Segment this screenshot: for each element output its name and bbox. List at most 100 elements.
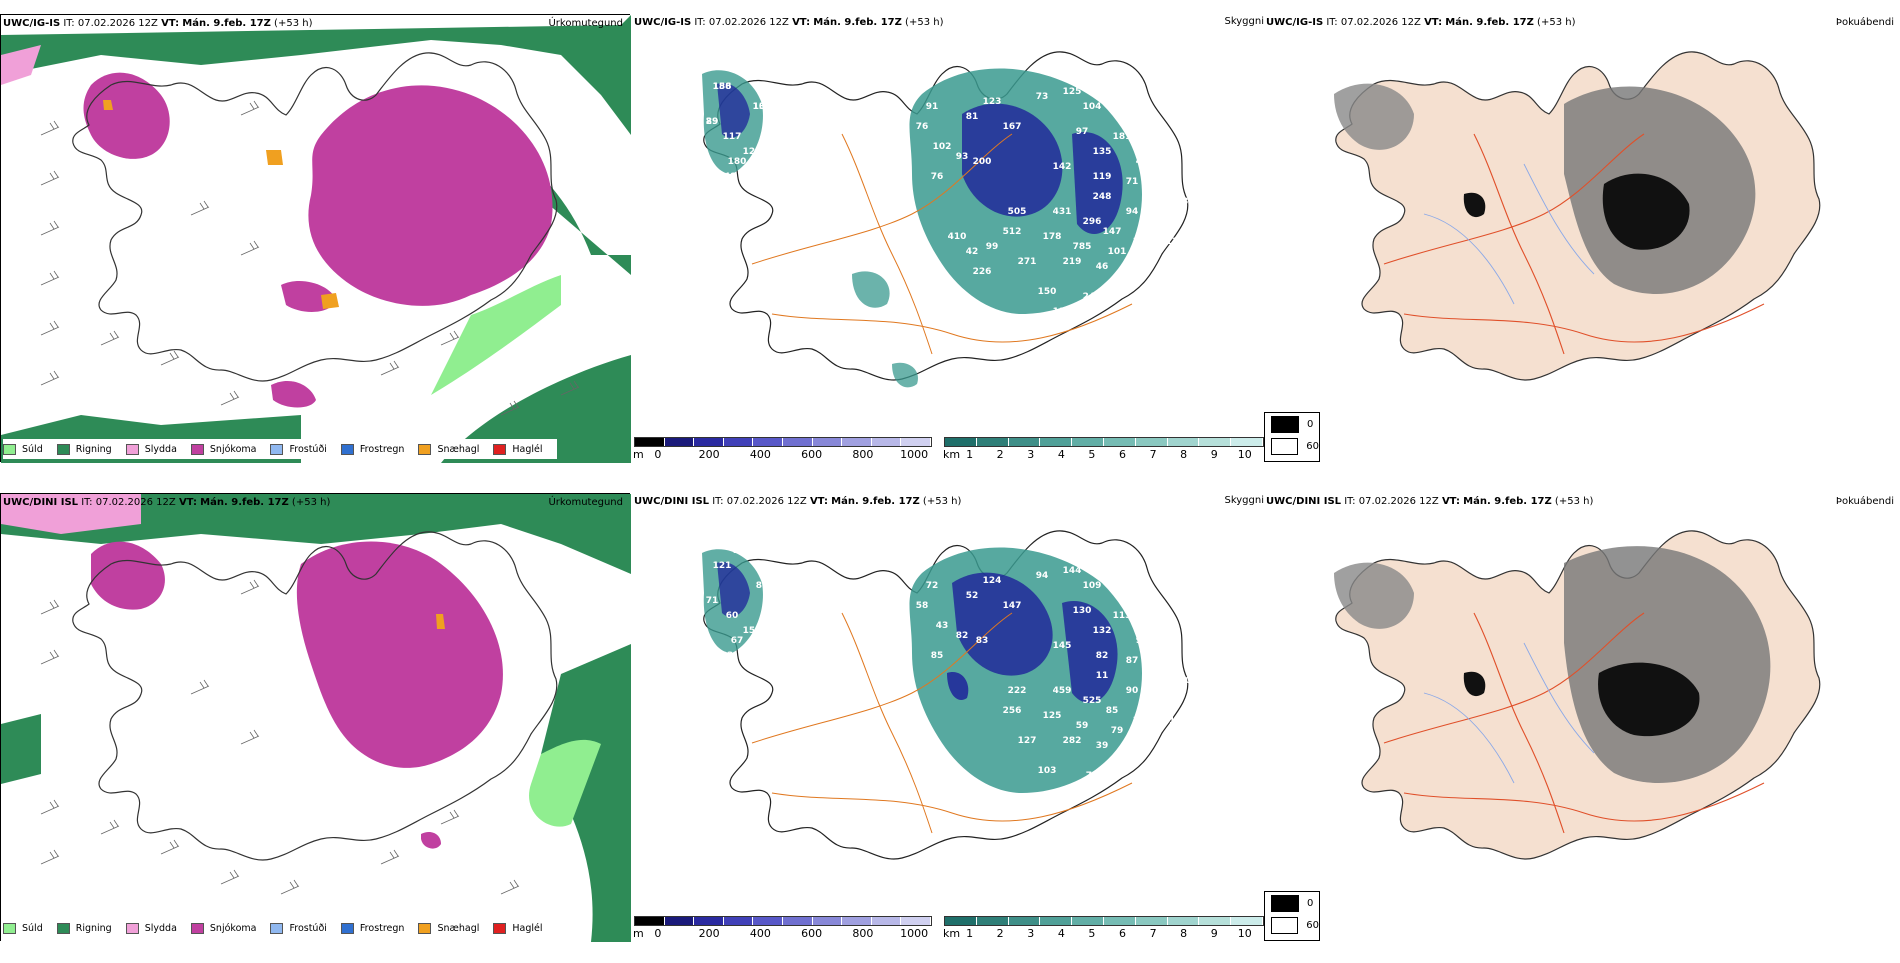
legend-swatch bbox=[493, 443, 507, 455]
colorbar-tick: 1000 bbox=[900, 448, 929, 461]
legend-swatch bbox=[340, 443, 354, 455]
cloud-base-value: 72 bbox=[926, 581, 939, 591]
cloud-base-value: 151 bbox=[1148, 626, 1167, 636]
colorbar-tick: 6 bbox=[1118, 927, 1126, 940]
colorbar-bin bbox=[1231, 917, 1263, 925]
legend-swatch bbox=[418, 922, 432, 934]
cloud-base-value: 174 bbox=[733, 546, 752, 556]
it-value: 07.02.2026 12Z bbox=[1358, 496, 1439, 507]
model-label: UWC/DINI ISL bbox=[634, 496, 710, 507]
legend-swatch bbox=[56, 443, 70, 455]
cloud-base-value: 222 bbox=[1008, 686, 1027, 696]
colorbar-ticks: km 1 2 3 4 5 6 7 8 9 10 bbox=[943, 447, 1264, 461]
model-label: UWC/IG-IS bbox=[634, 17, 692, 28]
it-label: IT: bbox=[81, 497, 93, 508]
cloud-base-value: 127 bbox=[1018, 736, 1037, 746]
legend-item: Frostregn bbox=[340, 922, 404, 934]
cloud-base-value: 89 bbox=[706, 117, 719, 127]
cloud-base-value: 76 bbox=[931, 172, 944, 182]
vt-value: Mán. 9.feb. 17Z bbox=[813, 17, 902, 28]
cloud-base-value: 121 bbox=[713, 561, 732, 571]
legend-item: Súld bbox=[3, 443, 43, 455]
precip-type-legend: Súld Rigning Slydda Snjókoma Frostúði Frostre… bbox=[3, 439, 557, 459]
colorbar-bin bbox=[871, 917, 902, 925]
vt-value: Mán. 9.feb. 17Z bbox=[182, 18, 271, 29]
cloud-base-value: 103 bbox=[753, 102, 772, 112]
cloud-base-value: 66 bbox=[871, 252, 884, 262]
it-value: 07.02.2026 12Z bbox=[708, 17, 789, 28]
legend-swatch bbox=[190, 922, 204, 934]
colorbar-tick: 5 bbox=[1088, 927, 1096, 940]
cloud-base-value: 48 bbox=[1176, 197, 1189, 207]
cloud-base-value: 178 bbox=[1043, 232, 1062, 242]
cloud-base-map-ig-is: 158 41 103 89 117 120 180 148 91 76 102 93 76 200 81 16… bbox=[632, 14, 1264, 484]
colorbar-strip bbox=[634, 437, 932, 447]
fog-index-map-dini: UWC/DINI ISL IT: 07.02.2026 12Z VT: Mán.… bbox=[1264, 493, 1896, 963]
cloud-base-value: 97 bbox=[1076, 127, 1089, 137]
fog-legend-swatch bbox=[1271, 415, 1299, 433]
cloud-base-value: 61 bbox=[1156, 167, 1169, 177]
colorbar-unit: km bbox=[943, 448, 961, 461]
colorbar-bin bbox=[1167, 438, 1200, 446]
fog-index-map-canvas bbox=[1334, 530, 1821, 860]
cloud-base-value: 186 bbox=[713, 82, 732, 92]
vt-label: VT: bbox=[809, 496, 828, 507]
cloud-base-value: 99 bbox=[986, 242, 999, 252]
fog-legend-swatch bbox=[1271, 916, 1299, 934]
legend-label: Snjókoma bbox=[209, 443, 257, 455]
cloud-base-value: 82 bbox=[956, 631, 969, 641]
colorbar-tick: 7 bbox=[1149, 927, 1157, 940]
colorbar-bin bbox=[945, 438, 977, 446]
cloud-base-value: 43 bbox=[736, 67, 749, 77]
cloud-base-value: 113 bbox=[1113, 611, 1132, 621]
colorbar-bin bbox=[1040, 438, 1073, 446]
cloud-base-value: 431 bbox=[1053, 207, 1072, 217]
cloud-base-value: 109 bbox=[1083, 581, 1102, 591]
map-title: Úrkomutegund bbox=[548, 497, 623, 508]
legend-item: Slydda bbox=[125, 443, 177, 455]
fog-legend-item: 0 bbox=[1265, 413, 1319, 435]
legend-label: Frostregn bbox=[359, 443, 405, 455]
colorbar-bin bbox=[842, 917, 872, 925]
colorbar-bin bbox=[635, 917, 665, 925]
map-header: UWC/IG-IS IT: 07.02.2026 12Z VT: Mán. 9.… bbox=[3, 18, 312, 29]
visibility-colorbar: km 1 2 3 4 5 6 7 8 9 10 bbox=[943, 437, 1264, 461]
colorbar-bin bbox=[753, 917, 783, 925]
it-value: 07.02.2026 12Z bbox=[95, 497, 176, 508]
colorbar-bin bbox=[753, 438, 783, 446]
cloud-base-value: 12 bbox=[1166, 237, 1179, 247]
precip-type-map-canvas bbox=[1, 494, 631, 942]
model-label: UWC/DINI ISL bbox=[1266, 496, 1342, 507]
colorbar-tick: 400 bbox=[749, 448, 771, 461]
fog-legend-swatch bbox=[1271, 437, 1299, 455]
colorbar-bin bbox=[664, 917, 695, 925]
legend-item: Frostregn bbox=[340, 443, 405, 455]
cloud-base-value: 180 bbox=[728, 157, 747, 167]
legend-swatch bbox=[270, 922, 284, 934]
cloud-base-value: 459 bbox=[1053, 686, 1072, 696]
precip-type-legend: Súld Rigning Slydda Snjókoma Frostúði Frostre… bbox=[3, 918, 557, 938]
cloud-base-value: 73 bbox=[1036, 92, 1049, 102]
map-header: UWC/IG-IS IT: 07.02.2026 12Z VT: Mán. 9.… bbox=[1266, 17, 1575, 28]
legend-label: Frostúði bbox=[289, 922, 327, 934]
colorbar-bin bbox=[1072, 917, 1104, 925]
colorbar-bin bbox=[976, 917, 1009, 925]
cloud-base-value: 60 bbox=[726, 611, 739, 621]
colorbar-tick: 3 bbox=[1027, 927, 1035, 940]
cloud-base-value: 75 bbox=[1086, 771, 1099, 781]
colorbar-tick: 1 bbox=[966, 448, 974, 461]
cloud-base-value: 182 bbox=[1133, 237, 1152, 247]
colorbar-bin bbox=[782, 917, 813, 925]
cloud-base-value: 11 bbox=[1096, 671, 1109, 681]
cloud-base-value: 82 bbox=[1096, 651, 1109, 661]
model-label: UWC/IG-IS bbox=[3, 18, 61, 29]
cloud-base-value: 87 bbox=[1126, 656, 1139, 666]
cloud-base-value: 58 bbox=[916, 601, 929, 611]
cloud-base-value: 142 bbox=[1053, 162, 1072, 172]
cloud-base-value: 271 bbox=[1018, 257, 1037, 267]
vt-label: VT: bbox=[792, 17, 811, 28]
colorbar-tick: 0 bbox=[654, 448, 662, 461]
